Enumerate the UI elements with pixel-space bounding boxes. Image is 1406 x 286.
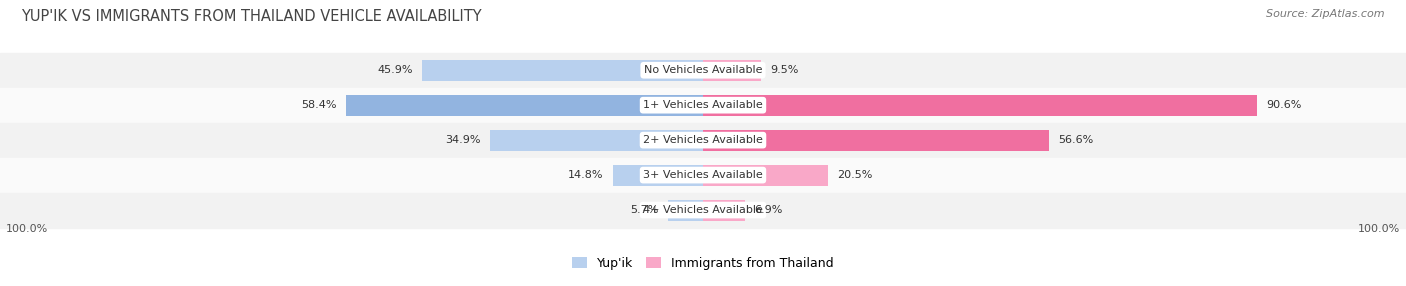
Text: No Vehicles Available: No Vehicles Available [644,65,762,75]
Text: 100.0%: 100.0% [6,224,48,234]
Bar [703,165,828,186]
Bar [668,200,703,221]
Text: 58.4%: 58.4% [301,100,337,110]
Bar [703,95,1257,116]
Text: 45.9%: 45.9% [378,65,413,75]
Text: 20.5%: 20.5% [838,170,873,180]
Text: 9.5%: 9.5% [770,65,799,75]
Text: 90.6%: 90.6% [1265,100,1302,110]
Bar [703,200,745,221]
Text: 3+ Vehicles Available: 3+ Vehicles Available [643,170,763,180]
Text: YUP'IK VS IMMIGRANTS FROM THAILAND VEHICLE AVAILABILITY: YUP'IK VS IMMIGRANTS FROM THAILAND VEHIC… [21,9,482,23]
Text: 56.6%: 56.6% [1059,135,1094,145]
Bar [703,60,761,81]
Bar [422,60,703,81]
Bar [703,130,1049,151]
Text: 6.9%: 6.9% [755,205,783,215]
Bar [489,130,703,151]
Legend: Yup'ik, Immigrants from Thailand: Yup'ik, Immigrants from Thailand [572,257,834,270]
Bar [346,95,703,116]
Text: 4+ Vehicles Available: 4+ Vehicles Available [643,205,763,215]
Text: 14.8%: 14.8% [568,170,603,180]
Text: Source: ZipAtlas.com: Source: ZipAtlas.com [1267,9,1385,19]
Text: 2+ Vehicles Available: 2+ Vehicles Available [643,135,763,145]
Text: 5.7%: 5.7% [631,205,659,215]
Text: 100.0%: 100.0% [1358,224,1400,234]
Bar [613,165,703,186]
Text: 34.9%: 34.9% [444,135,481,145]
Text: 1+ Vehicles Available: 1+ Vehicles Available [643,100,763,110]
